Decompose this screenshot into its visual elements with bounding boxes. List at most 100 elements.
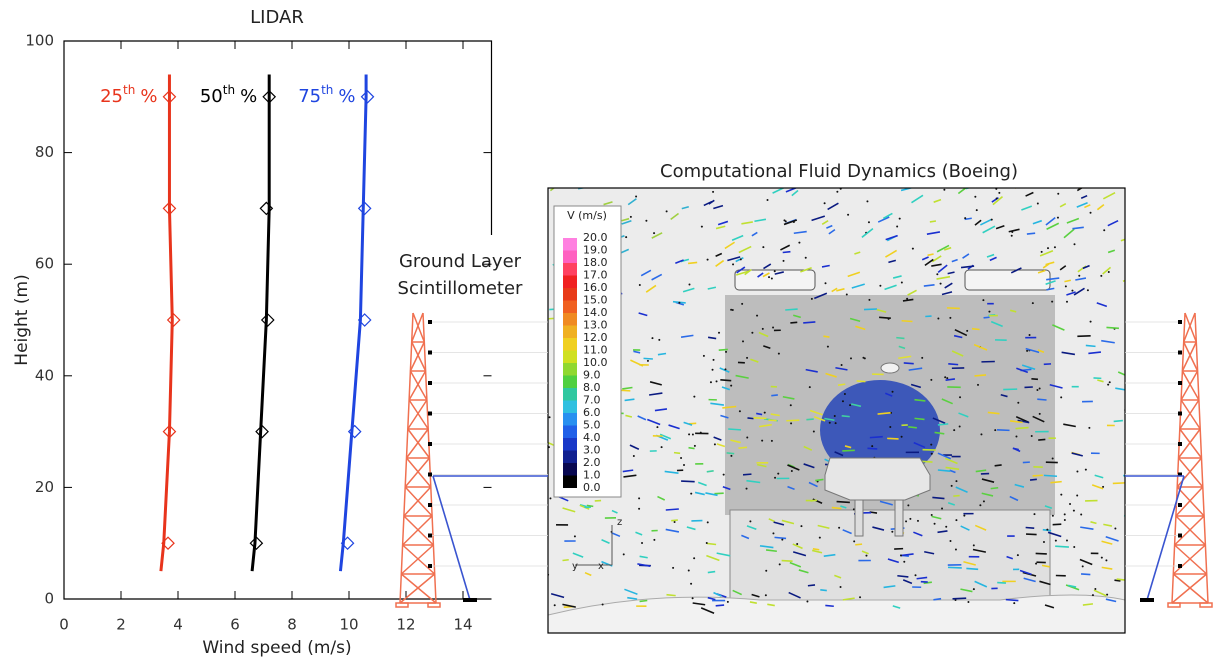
- flow-dot: [745, 487, 748, 490]
- flow-streak: [680, 334, 694, 338]
- flow-dot: [889, 426, 892, 429]
- tower-brace: [405, 428, 431, 459]
- flow-dot: [712, 358, 715, 361]
- flow-streak: [924, 550, 935, 555]
- flow-streak: [958, 412, 969, 418]
- flow-dot: [726, 600, 729, 603]
- flow-dot: [549, 497, 552, 500]
- flow-streak: [787, 464, 800, 471]
- flow-streak: [664, 470, 679, 474]
- flow-dot: [656, 426, 659, 429]
- flow-streak: [649, 381, 662, 386]
- flow-dot: [1114, 527, 1117, 530]
- flow-streak: [914, 417, 925, 421]
- flow-streak: [1014, 483, 1025, 488]
- flow-streak: [960, 588, 973, 593]
- colorbar-label: 5.0: [583, 419, 601, 432]
- flow-streak: [983, 316, 990, 319]
- flow-dot: [706, 521, 709, 524]
- flow-dot: [691, 597, 694, 600]
- flow-dot: [573, 535, 576, 538]
- flow-dot: [641, 542, 644, 545]
- tower: [1167, 312, 1213, 608]
- flow-streak: [798, 569, 809, 574]
- flow-streak: [903, 362, 914, 365]
- flow-streak: [681, 205, 690, 210]
- flow-streak: [855, 325, 866, 331]
- flow-streak: [579, 504, 590, 510]
- flow-streak: [953, 334, 963, 339]
- flow-streak: [884, 284, 897, 291]
- flow-streak: [647, 418, 661, 426]
- flow-dot: [658, 338, 661, 341]
- flow-streak: [1043, 474, 1058, 478]
- flow-streak: [772, 188, 785, 194]
- flow-streak: [841, 415, 850, 418]
- flow-streak: [603, 201, 613, 206]
- flow-streak: [944, 457, 958, 465]
- marker: [340, 536, 355, 551]
- flow-dot: [777, 472, 780, 475]
- y-tick-label: 60: [35, 255, 54, 273]
- beam: [1146, 475, 1185, 601]
- flow-dot: [972, 588, 975, 591]
- flow-streak: [1019, 569, 1032, 576]
- flow-streak: [716, 552, 731, 557]
- flow-streak: [954, 328, 968, 337]
- flow-streak: [713, 204, 724, 210]
- flow-dot: [553, 604, 556, 607]
- series-label-part: %: [140, 86, 157, 107]
- flow-streak: [625, 414, 633, 418]
- flow-dot: [751, 331, 754, 334]
- flow-streak: [989, 256, 997, 262]
- flow-dot: [1081, 565, 1084, 568]
- colorbar-label: 1.0: [583, 469, 601, 482]
- flow-dot: [824, 282, 827, 285]
- tower: [395, 312, 441, 608]
- flow-dot: [828, 421, 831, 424]
- flow-streak: [907, 289, 917, 296]
- flow-dot: [688, 283, 691, 286]
- flow-streak: [1076, 202, 1088, 208]
- flow-streak: [1085, 344, 1096, 348]
- flow-dot: [781, 538, 784, 541]
- flow-streak: [639, 555, 648, 559]
- flow-dot: [741, 302, 744, 305]
- flow-streak: [1094, 474, 1104, 479]
- flow-streak: [1080, 526, 1094, 531]
- flow-streak: [747, 417, 754, 420]
- flow-streak: [1015, 426, 1029, 430]
- flow-streak: [926, 231, 941, 235]
- series-label-part: th: [123, 82, 135, 96]
- flow-dot: [958, 425, 961, 428]
- flow-streak: [639, 599, 648, 603]
- flow-streak: [945, 466, 960, 471]
- marker: [260, 313, 275, 327]
- flow-streak: [1101, 566, 1113, 570]
- flow-dot: [722, 473, 725, 476]
- flow-dot: [691, 433, 694, 436]
- flow-streak: [713, 591, 722, 597]
- flow-dot: [765, 569, 768, 572]
- flow-streak: [1084, 204, 1091, 209]
- flow-dot: [921, 356, 924, 359]
- flow-streak: [624, 588, 638, 595]
- flow-dot: [954, 548, 957, 551]
- flow-streak: [931, 255, 942, 263]
- flow-streak: [1009, 495, 1019, 502]
- flow-streak: [707, 336, 717, 340]
- flow-streak: [869, 435, 883, 439]
- flow-streak: [727, 256, 741, 262]
- flow-streak: [637, 415, 647, 421]
- flow-streak: [951, 350, 964, 357]
- flow-dot: [963, 514, 966, 517]
- flow-dot: [1040, 250, 1043, 253]
- flow-streak: [1052, 324, 1065, 331]
- flow-dot: [687, 569, 690, 572]
- flow-dot: [946, 377, 949, 380]
- flow-dot: [1047, 247, 1050, 250]
- flow-streak: [974, 374, 987, 377]
- flow-streak: [898, 355, 912, 360]
- flow-dot: [1051, 457, 1054, 460]
- flow-streak: [834, 574, 842, 579]
